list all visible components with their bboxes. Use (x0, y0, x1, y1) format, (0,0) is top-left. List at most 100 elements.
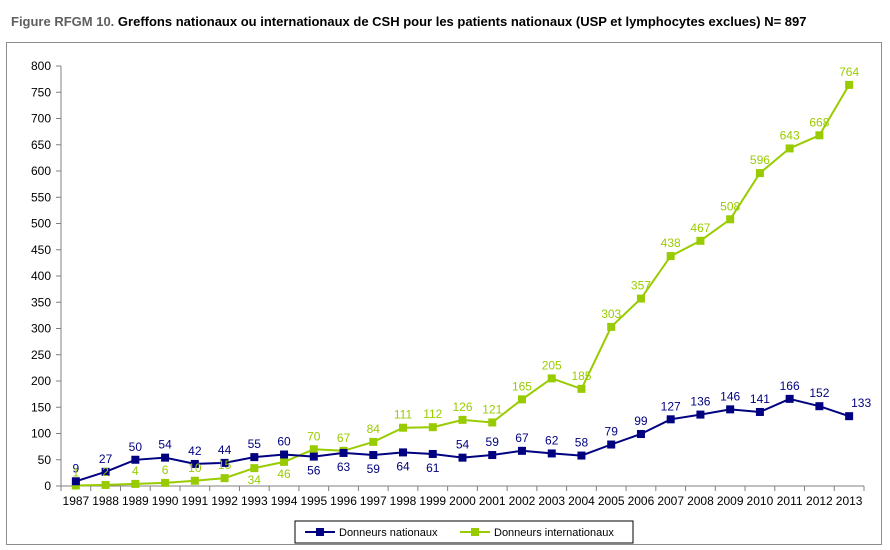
data-label: 58 (575, 436, 589, 450)
data-point (71, 481, 80, 490)
y-tick-label: 0 (44, 479, 51, 493)
chart-axes: 0501001502002503003504004505005506006507… (31, 59, 865, 508)
figure-prefix: Figure RFGM 10. (11, 14, 115, 29)
data-point (666, 415, 675, 424)
y-tick-label: 150 (31, 400, 51, 414)
data-point (369, 437, 378, 446)
x-tick-label: 1996 (330, 494, 357, 508)
chart-lines (71, 80, 854, 490)
y-tick-label: 200 (31, 374, 51, 388)
y-tick-label: 450 (31, 243, 51, 257)
x-tick-label: 2005 (598, 494, 625, 508)
data-label: 467 (690, 221, 710, 235)
y-tick-label: 300 (31, 322, 51, 336)
x-tick-label: 2001 (479, 494, 506, 508)
data-point (131, 479, 140, 488)
x-tick-label: 2004 (568, 494, 595, 508)
data-label: 61 (426, 461, 440, 475)
legend-label: Donneurs nationaux (339, 527, 438, 539)
x-tick-label: 2012 (806, 494, 833, 508)
x-tick-label: 2002 (509, 494, 536, 508)
y-tick-label: 800 (31, 59, 51, 73)
data-point (280, 450, 289, 459)
data-point (399, 423, 408, 432)
data-label: 34 (248, 473, 262, 487)
data-label: 50 (129, 440, 143, 454)
data-label: 141 (750, 392, 770, 406)
data-label: 668 (809, 115, 829, 129)
data-label: 112 (423, 407, 442, 421)
data-point (755, 169, 764, 178)
data-label: 111 (394, 408, 413, 422)
data-label: 15 (218, 458, 232, 472)
series-line (75, 84, 850, 487)
x-tick-label: 1987 (63, 494, 90, 508)
data-point (458, 453, 467, 462)
x-tick-label: 1994 (271, 494, 298, 508)
x-tick-label: 1993 (241, 494, 268, 508)
data-label: 59 (367, 462, 381, 476)
data-label: 67 (337, 431, 351, 445)
data-point (815, 402, 824, 411)
x-tick-label: 2009 (717, 494, 744, 508)
data-label: 56 (307, 464, 321, 478)
data-point (488, 418, 497, 427)
data-label: 303 (601, 307, 621, 321)
data-point (607, 440, 616, 449)
data-label: 2 (102, 465, 109, 479)
data-label: 79 (605, 425, 619, 439)
data-label: 6 (162, 463, 169, 477)
data-point (309, 452, 318, 461)
data-label: 127 (661, 399, 681, 413)
data-label: 166 (780, 379, 800, 393)
y-tick-label: 500 (31, 217, 51, 231)
data-point (399, 448, 408, 457)
x-tick-label: 1988 (92, 494, 119, 508)
data-point (71, 477, 80, 486)
data-label: 42 (188, 444, 202, 458)
chart-frame (6, 42, 882, 545)
x-tick-label: 2008 (687, 494, 714, 508)
data-point (488, 451, 497, 460)
y-tick-label: 700 (31, 112, 51, 126)
data-label: 126 (452, 400, 472, 414)
y-tick-label: 600 (31, 164, 51, 178)
data-label: 165 (512, 379, 532, 393)
data-point (250, 453, 259, 462)
x-tick-label: 2013 (836, 494, 863, 508)
data-label: 1 (73, 465, 80, 479)
x-tick-label: 1992 (211, 494, 238, 508)
data-point (815, 131, 824, 140)
x-tick-label: 1990 (152, 494, 179, 508)
data-point (577, 451, 586, 460)
data-label: 136 (690, 395, 710, 409)
y-tick-label: 750 (31, 85, 51, 99)
data-label: 60 (277, 435, 291, 449)
data-label: 62 (545, 433, 559, 447)
data-label: 146 (720, 389, 740, 403)
data-label: 46 (277, 467, 291, 481)
data-point (636, 430, 645, 439)
x-tick-label: 2000 (449, 494, 476, 508)
data-point (220, 458, 229, 467)
data-point (726, 405, 735, 414)
data-label: 99 (634, 414, 648, 428)
data-point (607, 322, 616, 331)
data-label: 27 (99, 452, 113, 466)
x-tick-label: 1999 (419, 494, 446, 508)
data-point (696, 410, 705, 419)
data-label: 44 (218, 443, 232, 457)
data-point (369, 451, 378, 460)
data-point (101, 467, 110, 476)
data-label: 643 (780, 128, 800, 142)
data-label: 54 (158, 438, 172, 452)
data-point (845, 412, 854, 421)
data-point (845, 80, 854, 89)
y-tick-label: 250 (31, 348, 51, 362)
data-point (696, 236, 705, 245)
x-tick-label: 1995 (300, 494, 327, 508)
data-label: 70 (307, 429, 321, 443)
data-label: 438 (661, 236, 681, 250)
data-point (220, 474, 229, 483)
x-tick-label: 2011 (777, 494, 803, 508)
